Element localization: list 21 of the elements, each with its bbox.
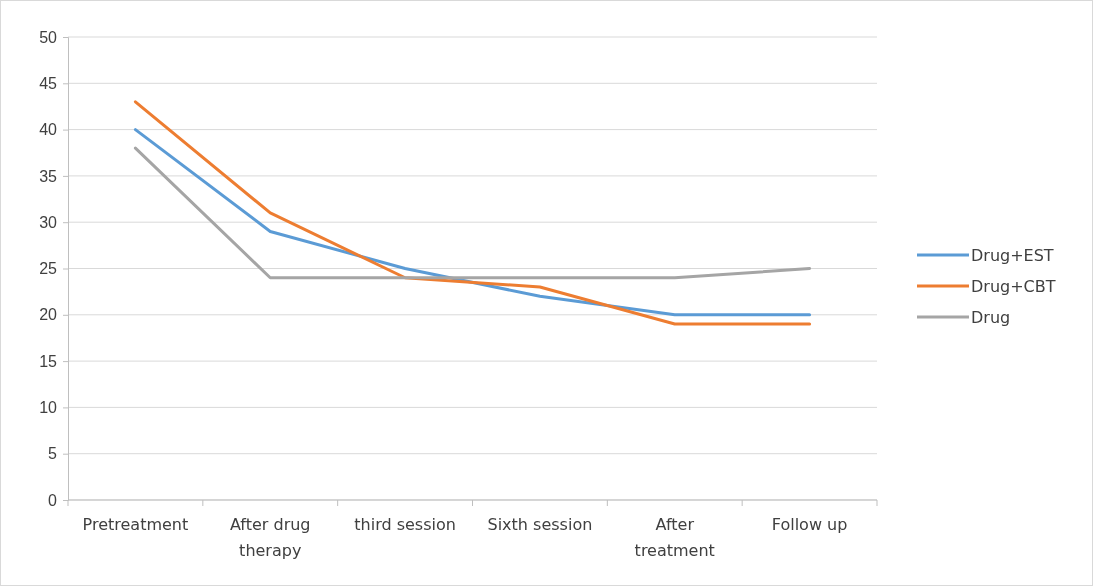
- y-tick-label: 50: [39, 28, 58, 46]
- x-tick-label: After drug therapy: [229, 515, 311, 560]
- y-tick-label: 10: [39, 399, 58, 417]
- legend-label: Drug+EST: [971, 246, 1054, 265]
- x-tick-label: Pretreatment: [82, 515, 189, 534]
- x-tick-label: Follow up: [771, 515, 848, 534]
- y-tick-label: 30: [39, 213, 58, 231]
- x-tick-label: Sixth session: [487, 515, 593, 534]
- y-tick-label: 15: [39, 352, 58, 370]
- legend-label: Drug+CBT: [971, 277, 1056, 296]
- y-tick-label: 35: [39, 167, 58, 185]
- line-series: [133, 100, 812, 326]
- y-tick-label: 0: [48, 491, 58, 509]
- x-tick-label: third session: [354, 515, 456, 534]
- x-tick-label: After treatment: [634, 515, 715, 560]
- legend-label: Drug: [971, 308, 1011, 327]
- y-tick-label: 20: [39, 306, 58, 324]
- y-tick-label: 40: [39, 121, 58, 139]
- y-tick-label: 45: [39, 74, 58, 92]
- y-tick-label: 5: [48, 445, 58, 463]
- y-tick-label: 25: [39, 260, 58, 278]
